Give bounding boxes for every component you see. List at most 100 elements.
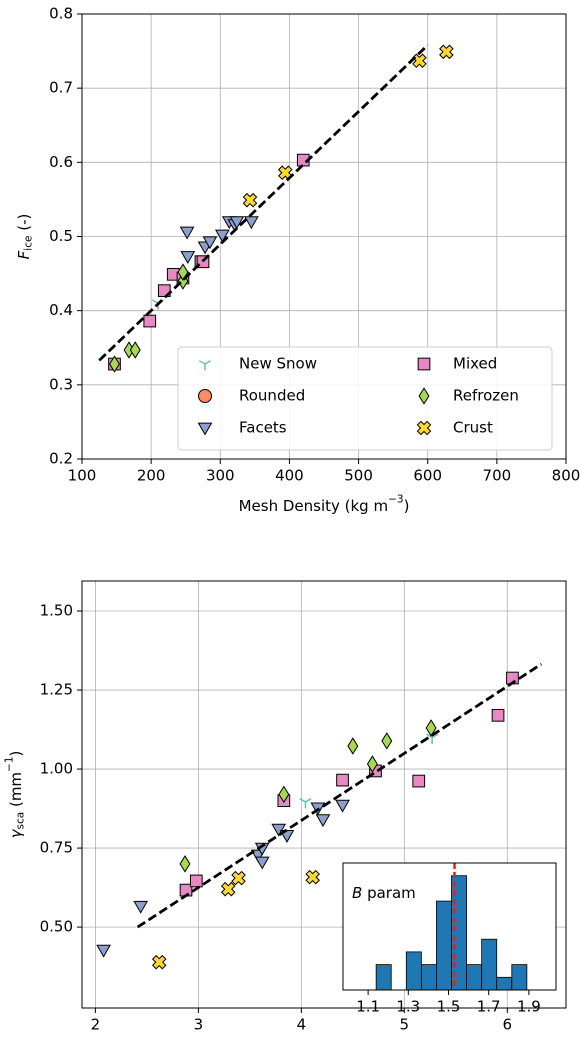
y-tick-label: 0.5 xyxy=(49,227,73,245)
legend-marker xyxy=(198,360,212,371)
x-tick-label: 800 xyxy=(552,467,580,485)
point xyxy=(315,814,331,828)
legend-label: New Snow xyxy=(239,355,317,373)
bar xyxy=(466,964,483,991)
label-part: −1 xyxy=(3,756,15,771)
point xyxy=(335,799,350,813)
x-tick-label: 1.3 xyxy=(396,998,420,1016)
x-tick-label: 300 xyxy=(206,467,235,485)
point xyxy=(244,216,259,230)
point xyxy=(214,229,230,243)
point xyxy=(439,44,454,60)
axis-label: Mesh Density (kg m−3) xyxy=(239,493,410,514)
legend-marker xyxy=(417,357,431,371)
point xyxy=(229,216,245,230)
label-part: ρ xyxy=(298,1046,308,1048)
label-part: (mm xyxy=(7,772,25,812)
point xyxy=(189,874,203,888)
point xyxy=(491,708,505,722)
label-part: *SSA xyxy=(313,1046,351,1048)
y-tick-label: 0.4 xyxy=(49,301,73,319)
axis-label: ρs*SSA xyxy=(298,1046,351,1048)
axis-label: Fice (-) xyxy=(15,214,35,260)
label-part: ) xyxy=(7,751,25,757)
point xyxy=(96,944,111,958)
label-part: B xyxy=(352,884,362,902)
x-tick-label: 600 xyxy=(413,467,442,485)
legend-marker xyxy=(197,422,213,436)
point xyxy=(347,737,359,755)
x-tick-label: 100 xyxy=(68,467,97,485)
point xyxy=(129,341,141,359)
point xyxy=(336,773,349,787)
point xyxy=(254,856,270,870)
bar xyxy=(420,964,437,991)
legend: New Snow Rounded Facets Mixed Refrozen Crust xyxy=(177,346,553,451)
y-tick-label: 0.50 xyxy=(40,918,73,936)
point xyxy=(179,855,191,873)
point xyxy=(366,755,378,773)
label-part: (-) xyxy=(15,214,33,236)
x-tick-label: 2 xyxy=(91,1016,101,1034)
point xyxy=(425,719,437,737)
point xyxy=(180,251,196,265)
point xyxy=(231,870,246,886)
legend-label: Crust xyxy=(453,419,493,437)
label-part: −3 xyxy=(388,493,403,505)
bar xyxy=(511,964,528,991)
axis-label: γsca (mm−1) xyxy=(3,751,26,839)
bar xyxy=(405,951,422,991)
point xyxy=(412,53,427,69)
fit-line xyxy=(98,44,429,362)
fit-line xyxy=(136,662,543,929)
point xyxy=(179,226,195,240)
point xyxy=(242,192,258,208)
y-tick-label: 0.75 xyxy=(40,839,73,857)
x-tick-label: 6 xyxy=(503,1016,513,1034)
legend-marker xyxy=(418,387,430,405)
y-tick-label: 1.25 xyxy=(40,681,73,699)
x-tick-label: 400 xyxy=(275,467,304,485)
y-tick-label: 0.2 xyxy=(49,450,73,468)
axes-frame xyxy=(81,580,567,1009)
point xyxy=(277,165,293,180)
point xyxy=(202,236,218,250)
label-part: ) xyxy=(404,497,410,515)
x-tick-label: 200 xyxy=(137,467,166,485)
label-part: param xyxy=(362,884,415,902)
legend-marker xyxy=(198,389,212,403)
y-tick-label: 0.3 xyxy=(49,375,73,393)
point xyxy=(381,732,393,750)
legend-label: Rounded xyxy=(239,387,305,405)
label-part: sca xyxy=(15,812,27,830)
point xyxy=(133,900,149,914)
point xyxy=(412,774,426,788)
y-tick-label: 0.7 xyxy=(49,79,73,97)
label-part: ice xyxy=(23,236,35,251)
x-tick-label: 3 xyxy=(194,1016,204,1034)
point xyxy=(151,954,167,970)
legend-box xyxy=(177,346,553,451)
point xyxy=(299,798,312,809)
x-tick-label: 500 xyxy=(344,467,373,485)
bar xyxy=(436,900,452,991)
axis-label: B param xyxy=(352,884,416,902)
y-tick-label: 0.8 xyxy=(49,5,73,23)
point xyxy=(271,823,287,837)
x-tick-label: 1.9 xyxy=(517,998,541,1016)
point xyxy=(109,355,120,373)
y-tick-label: 1.50 xyxy=(40,602,73,620)
x-tick-label: 1.5 xyxy=(437,998,461,1016)
bar xyxy=(375,964,392,991)
y-tick-label: 0.6 xyxy=(49,153,73,171)
axes-frame xyxy=(81,13,567,460)
x-tick-label: 4 xyxy=(297,1016,307,1034)
point xyxy=(220,881,236,897)
bar xyxy=(481,938,498,991)
axes-frame xyxy=(342,862,557,991)
label-part: Mesh Density (kg m xyxy=(239,497,389,515)
x-tick-label: 700 xyxy=(483,467,512,485)
point xyxy=(305,869,320,885)
legend-label: Mixed xyxy=(453,355,497,373)
